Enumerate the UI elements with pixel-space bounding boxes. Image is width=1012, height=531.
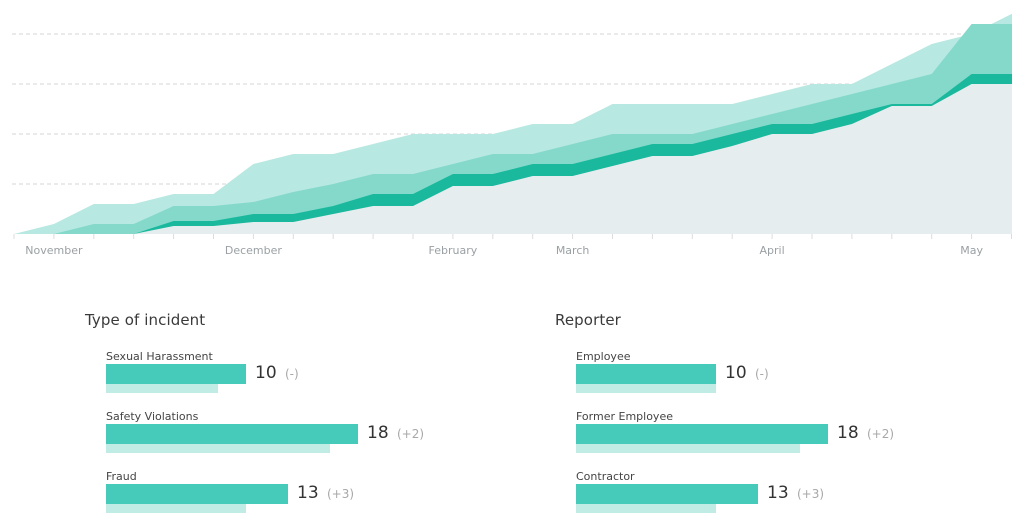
bar-value: 18 bbox=[367, 423, 389, 443]
bar-change: (+2) bbox=[867, 427, 895, 441]
bar-change: (+3) bbox=[797, 487, 825, 501]
bar-label: Fraud bbox=[106, 470, 137, 483]
bar-current bbox=[576, 364, 716, 384]
bar-label: Contractor bbox=[576, 470, 635, 483]
bar-previous bbox=[576, 504, 716, 513]
reporter-title: Reporter bbox=[555, 311, 621, 329]
area-series-group bbox=[14, 14, 1012, 234]
bar-previous bbox=[106, 384, 218, 393]
bar-value: 18 bbox=[837, 423, 859, 443]
bar-row-employee: Employee 10 (-) bbox=[576, 350, 935, 411]
bar-row-safety-violations: Safety Violations 18 (+2) bbox=[106, 410, 465, 471]
bar-current bbox=[106, 484, 288, 504]
bar-label: Safety Violations bbox=[106, 410, 199, 423]
bar-previous bbox=[106, 504, 246, 513]
bar-change: (+3) bbox=[327, 487, 355, 501]
bar-current bbox=[106, 424, 358, 444]
bar-label: Employee bbox=[576, 350, 631, 363]
bar-current bbox=[576, 424, 828, 444]
bar-change: (-) bbox=[285, 367, 299, 381]
bar-label: Sexual Harassment bbox=[106, 350, 213, 363]
bar-row-sexual-harassment: Sexual Harassment 10 (-) bbox=[106, 350, 465, 411]
bar-row-former-employee: Former Employee 18 (+2) bbox=[576, 410, 935, 471]
x-tick-label: March bbox=[556, 244, 590, 257]
bar-current bbox=[576, 484, 758, 504]
x-axis: November December February March April May bbox=[13, 234, 1012, 257]
bar-row-fraud: Fraud 13 (+3) bbox=[106, 470, 465, 531]
bar-change: (-) bbox=[755, 367, 769, 381]
bar-value: 10 bbox=[725, 363, 747, 383]
bar-current bbox=[106, 364, 246, 384]
bar-label: Former Employee bbox=[576, 410, 673, 423]
bar-previous bbox=[576, 444, 800, 453]
x-tick-label: April bbox=[760, 244, 785, 257]
incident-type-title: Type of incident bbox=[85, 311, 206, 329]
bar-previous bbox=[576, 384, 716, 393]
bar-value: 13 bbox=[767, 483, 789, 503]
x-tick-label: December bbox=[225, 244, 283, 257]
area-chart: November December February March April May bbox=[12, 14, 1012, 257]
bar-row-contractor: Contractor 13 (+3) bbox=[576, 470, 935, 531]
reporter-panel: Reporter Employee 10 (-) Former Employee… bbox=[555, 311, 935, 531]
bar-value: 13 bbox=[297, 483, 319, 503]
x-tick-label: November bbox=[25, 244, 83, 257]
bar-change: (+2) bbox=[397, 427, 425, 441]
bar-value: 10 bbox=[255, 363, 277, 383]
bar-previous bbox=[106, 444, 330, 453]
x-tick-label: May bbox=[960, 244, 983, 257]
x-tick-label: February bbox=[429, 244, 478, 257]
area-series-0 bbox=[14, 84, 1012, 234]
incident-type-panel: Type of incident Sexual Harassment 10 (-… bbox=[85, 311, 465, 531]
